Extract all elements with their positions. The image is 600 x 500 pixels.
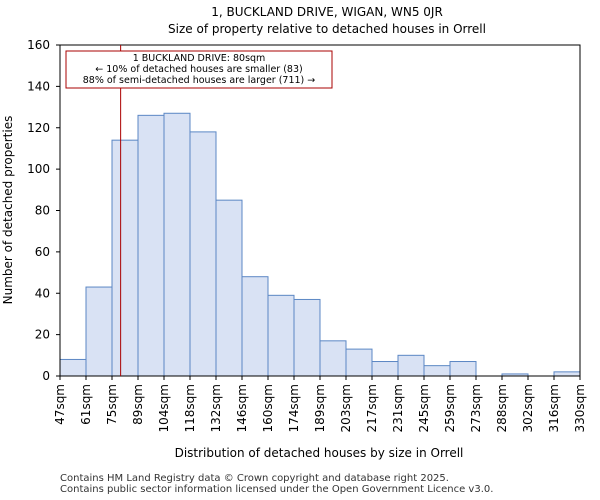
y-tick-label: 60 xyxy=(35,245,50,259)
bar-75sqm xyxy=(111,139,139,377)
bar-47sqm xyxy=(59,358,87,377)
bars-group xyxy=(59,112,581,377)
bar-189sqm xyxy=(319,340,347,377)
bar-132sqm xyxy=(215,199,243,377)
footer-line2: Contains public sector information licen… xyxy=(60,484,494,495)
y-tick-label: 140 xyxy=(27,79,50,93)
annotation-box: 1 BUCKLAND DRIVE: 80sqm ← 10% of detache… xyxy=(65,50,333,89)
x-tick-label: 259sqm xyxy=(443,384,457,432)
x-tick-label: 288sqm xyxy=(495,384,509,432)
x-tick-label: 231sqm xyxy=(391,384,405,432)
y-axis-label: Number of detached properties xyxy=(1,116,15,305)
y-tick-label: 20 xyxy=(35,328,50,342)
bar-316sqm xyxy=(553,371,581,377)
bar-160sqm xyxy=(267,294,295,377)
annotation-frame xyxy=(65,50,333,89)
bar-146sqm xyxy=(241,276,269,377)
bar-203sqm xyxy=(345,348,373,377)
x-tick-label: 316sqm xyxy=(547,384,561,432)
x-tick-label: 47sqm xyxy=(53,384,67,425)
x-tick-label: 217sqm xyxy=(365,384,379,432)
annotation-line2: ← 10% of detached houses are smaller (83… xyxy=(95,64,302,75)
x-tick-label: 89sqm xyxy=(131,384,145,425)
x-tick-label: 118sqm xyxy=(183,384,197,432)
x-tick-label: 273sqm xyxy=(469,384,483,432)
annotation-line3: 88% of semi-detached houses are larger (… xyxy=(83,75,316,86)
x-tick-label: 189sqm xyxy=(313,384,327,432)
bar-174sqm xyxy=(293,298,321,377)
x-tick-label: 203sqm xyxy=(339,384,353,432)
x-tick-label: 330sqm xyxy=(573,384,587,432)
bar-259sqm xyxy=(449,361,477,377)
bar-231sqm xyxy=(397,354,425,377)
y-tick-label: 0 xyxy=(42,369,50,383)
x-tick-label: 302sqm xyxy=(521,384,535,432)
footer-line1: Contains HM Land Registry data © Crown c… xyxy=(60,473,449,484)
y-tick-label: 40 xyxy=(35,286,50,300)
bar-104sqm xyxy=(163,112,191,377)
x-axis-label: Distribution of detached houses by size … xyxy=(175,446,464,460)
chart-title-line1: 1, BUCKLAND DRIVE, WIGAN, WN5 0JR xyxy=(211,5,443,19)
x-tick-label: 104sqm xyxy=(157,384,171,432)
y-axis: 0 20 40 60 80 100 120 140 160 xyxy=(27,38,60,383)
x-tick-label: 132sqm xyxy=(209,384,223,432)
y-tick-label: 120 xyxy=(27,121,50,135)
x-tick-label: 160sqm xyxy=(261,384,275,432)
x-tick-label: 245sqm xyxy=(417,384,431,432)
x-tick-label: 174sqm xyxy=(287,384,301,432)
x-tick-label: 146sqm xyxy=(235,384,249,432)
chart-title-line2: Size of property relative to detached ho… xyxy=(168,22,486,36)
x-tick-label: 61sqm xyxy=(79,384,93,425)
bar-217sqm xyxy=(371,361,399,377)
y-tick-label: 160 xyxy=(27,38,50,52)
annotation-line1: 1 BUCKLAND DRIVE: 80sqm xyxy=(133,53,266,64)
bar-118sqm xyxy=(189,131,217,377)
plot-frame xyxy=(59,44,581,377)
y-tick-label: 80 xyxy=(35,204,50,218)
x-tick-label: 75sqm xyxy=(105,384,119,425)
y-tick-label: 100 xyxy=(27,162,50,176)
x-axis: 47sqm 61sqm 75sqm 89sqm 104sqm 118sqm 132sqm 14… xyxy=(53,376,587,432)
bar-245sqm xyxy=(423,365,451,377)
bar-89sqm xyxy=(137,114,165,377)
bar-61sqm xyxy=(85,286,113,377)
